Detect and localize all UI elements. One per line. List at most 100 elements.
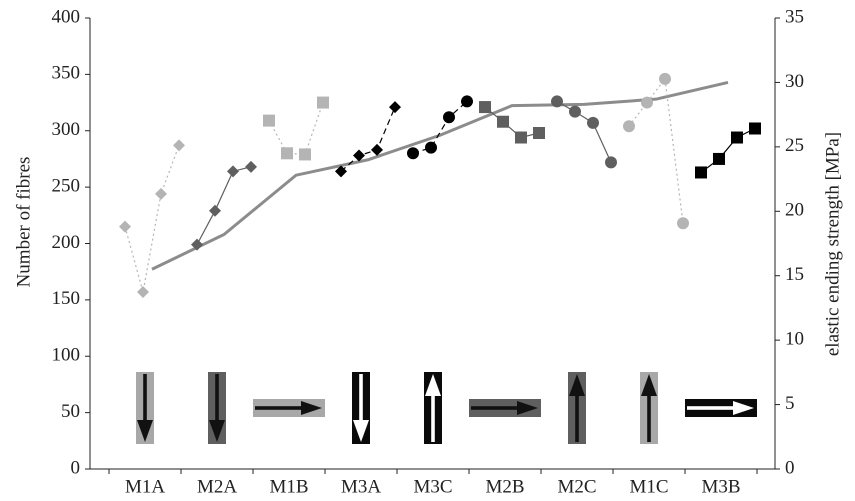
x-tick-label: M2C (557, 476, 596, 496)
series-line (700, 127, 756, 173)
y2-tick-label: 25 (785, 135, 804, 156)
data-point (407, 147, 419, 160)
y2-axis-label: elastic ending strength [MPa] (822, 132, 843, 356)
data-point (623, 120, 635, 133)
arrow-shaft (359, 374, 363, 422)
fibre-series-m2c (551, 95, 617, 169)
x-tick-label: M1C (629, 476, 668, 496)
arrow-right-icon (301, 401, 322, 415)
y2-tick-label: 15 (785, 264, 804, 285)
data-point (263, 114, 275, 127)
orientation-icon-m1a (136, 372, 154, 444)
x-tick-label: M2B (485, 476, 524, 496)
orientation-icons-group (136, 372, 757, 444)
data-point (245, 160, 257, 173)
arrow-down-icon (353, 420, 369, 442)
series-line (556, 100, 612, 163)
x-tick-label: M3C (413, 476, 452, 496)
fibre-series-group (119, 72, 761, 298)
orientation-icon-m2a (208, 372, 226, 444)
arrow-shaft (143, 374, 147, 422)
y-tick-label: 250 (52, 175, 81, 196)
data-point (371, 143, 383, 156)
fibre-series-m2b (479, 101, 545, 144)
data-point (695, 166, 707, 179)
data-point (641, 96, 653, 109)
y-tick-label: 350 (52, 63, 81, 84)
fibre-series-m3c (407, 95, 473, 160)
data-point (497, 115, 509, 128)
arrow-right-icon (733, 401, 754, 415)
fibre-series-m3a (335, 101, 401, 178)
x-tick-label: M1B (269, 476, 308, 496)
data-point (137, 285, 149, 298)
fibre-series-m1b (263, 96, 329, 161)
arrow-shaft (647, 394, 651, 442)
data-point (533, 127, 545, 140)
y2-tick-label: 5 (785, 393, 795, 414)
data-point (317, 96, 329, 109)
y2-tick-label: 10 (785, 329, 804, 350)
y-tick-label: 300 (52, 119, 81, 140)
y-tick-label: 200 (52, 232, 81, 253)
orientation-icon-m3a (352, 372, 370, 444)
arrow-shaft (687, 406, 733, 410)
series-line (340, 106, 396, 172)
y-axis-label: Number of fibres (13, 157, 34, 288)
arrow-right-icon (517, 401, 538, 415)
data-point (479, 101, 491, 114)
arrow-down-icon (209, 420, 225, 442)
orientation-icon-m1c (640, 372, 658, 444)
y2-tick-label: 20 (785, 200, 804, 221)
y-tick-label: 100 (52, 345, 81, 366)
data-point (155, 187, 167, 200)
y2-tick-label: 0 (785, 457, 795, 478)
strength-line-group (151, 80, 729, 271)
x-tick-label: M3A (341, 476, 381, 496)
y-tick-label: 0 (71, 457, 81, 478)
data-point (587, 116, 599, 129)
data-point (119, 220, 131, 233)
x-tick-label: M2A (197, 476, 237, 496)
series-line (196, 166, 252, 245)
data-point (677, 217, 689, 230)
x-tick-label: M3B (701, 476, 740, 496)
data-point (461, 95, 473, 108)
data-point (191, 238, 203, 251)
data-point (335, 165, 347, 178)
arrow-shaft (215, 374, 219, 422)
data-point (353, 149, 365, 162)
data-point (749, 122, 761, 135)
arrow-shaft (431, 394, 435, 442)
data-point (551, 95, 563, 108)
y-tick-label: 150 (52, 288, 81, 309)
data-point (713, 152, 725, 165)
fibre-series-m1a (119, 139, 185, 298)
data-point (443, 111, 455, 124)
series-line (484, 106, 540, 139)
data-point (569, 105, 581, 118)
arrow-up-icon (425, 374, 441, 396)
ticks-group: 0 50 100 150 200 250 300 350 400 0 5 10 15 20 25 30 35 M1… (52, 6, 805, 497)
x-tick-label: M1A (125, 476, 165, 496)
data-point (173, 139, 185, 152)
y-tick-label: 400 (52, 6, 81, 27)
orientation-icon-m2c (568, 372, 586, 444)
data-point (605, 156, 617, 169)
data-point (227, 165, 239, 178)
data-point (731, 131, 743, 144)
orientation-icon-m3b (685, 399, 757, 417)
fibre-series-m1c (623, 72, 689, 230)
arrow-down-icon (137, 420, 153, 442)
orientation-icon-m3c (424, 372, 442, 444)
orientation-icon-m2b (469, 399, 541, 417)
fibre-series-m2a (191, 160, 257, 251)
arrow-up-icon (569, 374, 585, 396)
y2-tick-label: 35 (785, 6, 804, 27)
series-line (124, 145, 180, 293)
data-point (209, 204, 221, 217)
arrow-shaft (471, 406, 517, 410)
arrow-shaft (575, 394, 579, 442)
arrow-shaft (255, 406, 301, 410)
